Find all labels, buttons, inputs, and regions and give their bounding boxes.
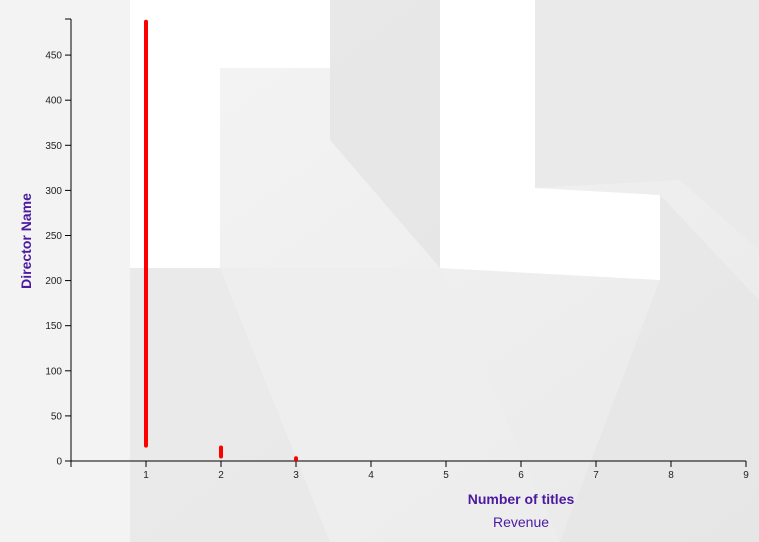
y-tick-label: 50 <box>51 411 63 422</box>
x-tick-label: 9 <box>743 470 749 481</box>
y-tick-label: 100 <box>45 366 62 377</box>
x-tick-label: 6 <box>518 470 524 481</box>
x-tick-label: 8 <box>668 470 674 481</box>
y-tick-label: 400 <box>45 96 62 107</box>
x-axis-subtitle: Revenue <box>493 514 549 530</box>
x-axis: 1 2 3 4 5 6 7 8 9 <box>70 460 749 481</box>
y-tick-label: 300 <box>45 186 62 197</box>
x-tick-label: 5 <box>443 470 449 481</box>
y-tick-label: 250 <box>45 231 62 242</box>
y-tick-label: 150 <box>45 321 62 332</box>
y-tick-label: 200 <box>45 276 62 287</box>
x-tick-label: 2 <box>218 470 224 481</box>
y-axis: 0 50 100 150 200 250 300 350 400 450 <box>45 18 72 468</box>
y-tick-label: 450 <box>45 51 62 62</box>
y-tick-label: 0 <box>56 457 62 468</box>
x-tick-label: 7 <box>593 470 599 481</box>
x-tick-label: 3 <box>293 470 299 481</box>
y-axis-title: Director Name <box>18 193 34 289</box>
y-tick-label: 350 <box>45 141 62 152</box>
data-marks <box>144 19 298 462</box>
x-tick-label: 1 <box>143 470 149 481</box>
x-axis-title: Number of titles <box>468 491 575 507</box>
x-tick-label: 4 <box>368 470 374 481</box>
